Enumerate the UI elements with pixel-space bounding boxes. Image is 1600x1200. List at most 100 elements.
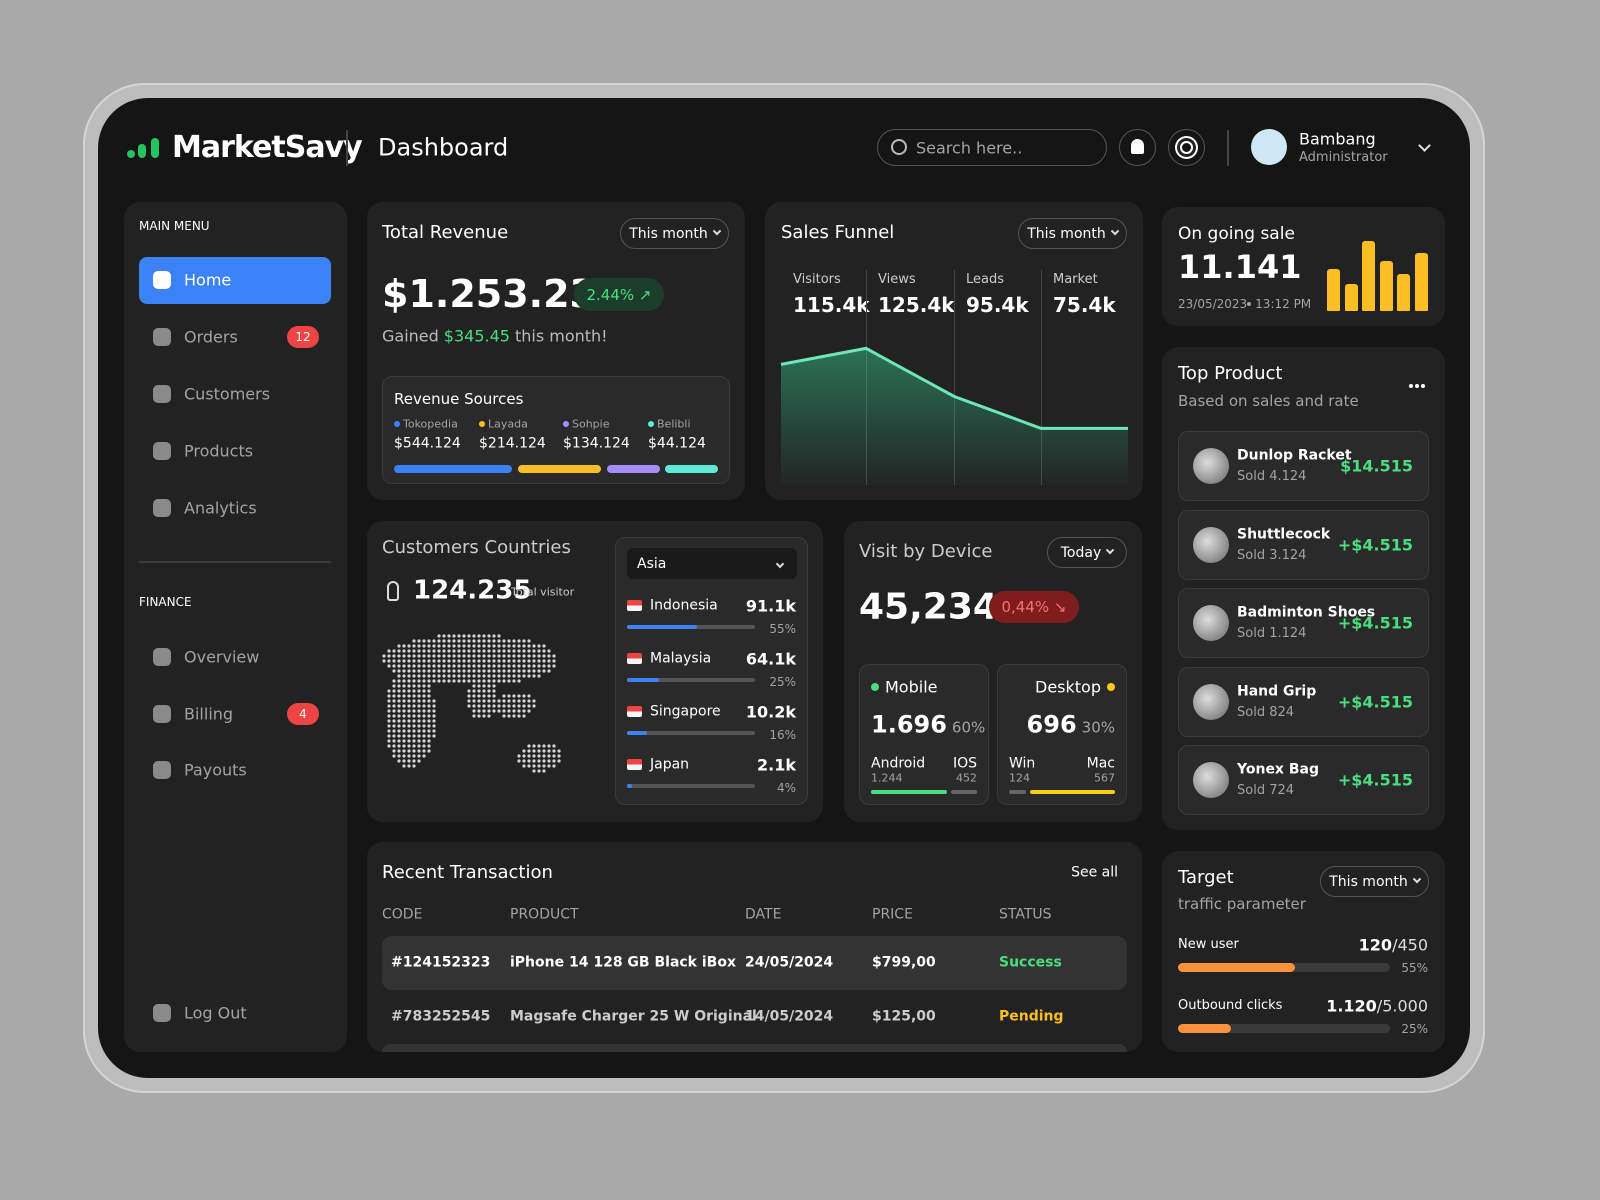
metric-track [1178,1024,1390,1033]
menu-icon [153,271,171,289]
product-row[interactable] [1178,509,1429,580]
split-bar [1009,790,1027,794]
legend-dot [479,421,485,427]
metric-bar [1178,1024,1231,1033]
more-dot[interactable] [1409,384,1413,388]
product-name: Badminton Shoes [1237,604,1376,621]
menu-icon [153,648,171,666]
country-share: 16% [769,727,796,742]
sale-bar [1327,269,1340,311]
split-bar [871,790,947,794]
gained-amount: $345.45 [443,326,510,346]
user-name: Bambang [1299,129,1376,149]
device-name: Mobile [885,677,938,697]
metric-goal: /450 [1392,935,1428,955]
period-select[interactable]: Today [1047,537,1127,568]
chevron [775,559,785,568]
country-bar [627,784,633,788]
column-header: PRODUCT [510,906,579,923]
badge-count: 4 [299,707,307,721]
product-name: Yonex Bag [1237,761,1319,778]
source-bar [518,465,601,473]
country-value: 10.2k [745,702,796,722]
table-cell: Magsafe Charger 25 W Original [510,1008,757,1025]
avatar [1251,129,1287,165]
device-value: 696 30% [1027,711,1115,740]
product-price: $14.515 [1340,456,1413,476]
visitor-label: Total visitor [511,585,575,599]
product-sold: Sold 4.124 [1237,469,1307,485]
chevron [1412,874,1421,883]
menu-icon [153,385,171,403]
card [1162,851,1445,1052]
country-value: 2.1k [757,755,796,775]
visitor-total: 124.235 [413,575,532,606]
card-title: Sales Funnel [781,222,895,244]
split-value: 124 [1009,771,1030,785]
source-bar [394,465,512,473]
stage-name: Views [878,272,916,288]
country-track [627,678,755,682]
source-amount: $44.124 [648,435,706,452]
search-box[interactable] [877,129,1107,166]
period-select[interactable]: This month [1018,218,1127,249]
chevron [1110,226,1119,235]
source-name: Tokopedia [403,417,458,431]
product-price: +$4.515 [1337,534,1413,554]
period-select[interactable]: This month [1320,866,1429,897]
more-dot[interactable] [1421,384,1425,388]
search-icon [891,139,907,155]
product-image [1193,762,1229,798]
flag [627,600,642,611]
source-bar [607,465,660,473]
region-select[interactable]: Asia [627,548,797,579]
product-image [1193,605,1229,641]
divider [1227,130,1229,166]
column-header: DATE [745,906,782,923]
country-name: Japan [650,756,690,773]
period-select-label: Today [1060,544,1102,561]
logout[interactable]: Log Out [184,1003,247,1023]
split-name: IOS [952,755,977,772]
card-title: Visit by Device [859,541,993,563]
legend-dot [394,421,400,427]
change-value: 0,44% ↘ [1001,598,1067,616]
notification-button[interactable] [1119,129,1156,166]
change-badge: 2.44% ↗ [574,278,664,311]
menu-item-active[interactable] [139,257,331,304]
product-name: Hand Grip [1237,683,1317,700]
country-track [627,784,755,788]
sale-bar [1397,273,1410,311]
sale-bar [1414,252,1428,311]
gained-prefix: Gained [382,326,439,346]
device-name: Desktop [1035,677,1101,697]
see-all-link[interactable]: See all [1071,864,1118,881]
sources-title: Revenue Sources [394,390,524,408]
more-dot[interactable] [1415,384,1419,388]
metric-name: Outbound clicks [1178,998,1283,1014]
stage-name: Market [1053,272,1098,288]
card-subtitle: traffic parameter [1178,895,1306,913]
split-value: 452 [956,771,977,785]
section-heading: FINANCE [139,594,192,609]
device-count: 1.696 [871,710,947,739]
country-name: Indonesia [650,597,718,614]
device-share: 60% [951,718,986,737]
logo-bar [151,138,159,158]
table-cell: 14/05/2024 [745,1008,834,1025]
menu-icon [153,328,171,346]
device-share: 30% [1081,718,1115,737]
country-bar [627,625,698,629]
card-title: On going sale [1178,223,1295,244]
menu-icon [153,442,171,460]
table-cell: Success [999,954,1062,971]
legend-dot [563,421,569,427]
user-role: Administrator [1299,150,1388,166]
split-name: Win [1009,755,1036,772]
chevron [712,226,721,235]
divider [139,561,331,563]
menu-label: Overview [184,647,260,667]
theme-button[interactable] [1168,129,1205,166]
menu-label: Payouts [184,760,247,780]
period-select[interactable]: This month [620,218,729,249]
